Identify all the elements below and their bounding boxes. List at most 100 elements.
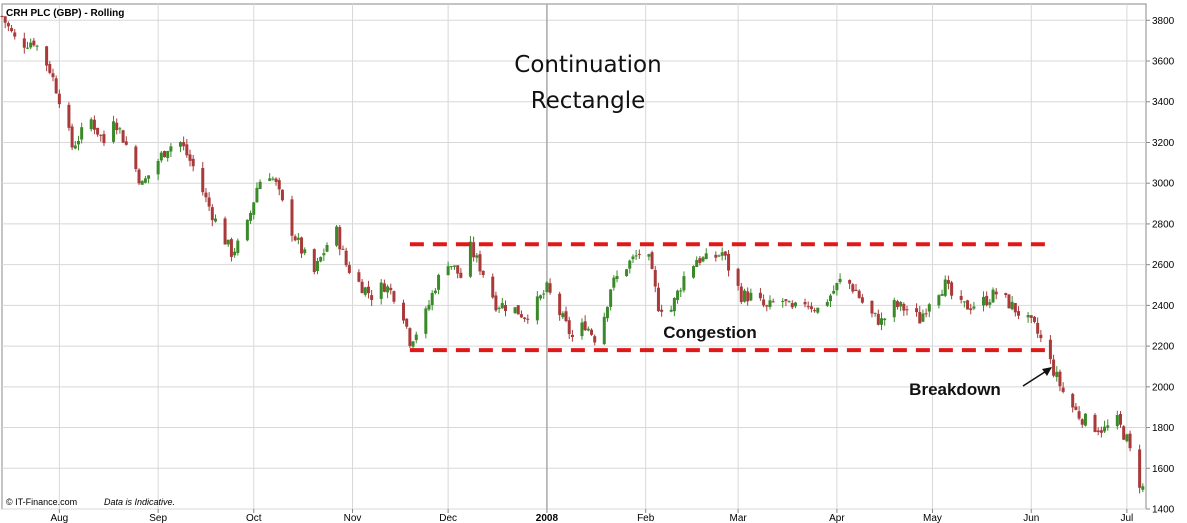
candle-body [341, 248, 345, 250]
candle-body [459, 272, 463, 278]
candle-body [48, 64, 52, 73]
candle-body [414, 334, 418, 341]
x-tick-label: Mar [729, 513, 747, 523]
candle-body [112, 121, 116, 142]
candle-body [1052, 359, 1056, 376]
breakdown-arrow-icon [1022, 367, 1052, 387]
candle-body [335, 226, 339, 246]
candle-body [315, 261, 319, 271]
candle-body [682, 276, 686, 291]
candle-body [580, 322, 584, 337]
candle-body [124, 141, 128, 145]
candle-body [940, 294, 944, 296]
candle-body [402, 302, 406, 321]
candle-body [433, 290, 437, 294]
candle-body [271, 178, 275, 180]
x-axis: Aug Sep Oct Nov Dec 2008 Feb Mar Apr May Jun Jul [50, 509, 1133, 523]
candle-body [548, 283, 552, 293]
x-tick-label: Jul [1120, 513, 1133, 523]
candle-body [988, 302, 992, 305]
candle-body [1080, 419, 1084, 425]
candle-body [392, 291, 396, 302]
candle-body [969, 308, 973, 311]
annotation-congestion: Congestion [663, 323, 757, 342]
candle-body [959, 295, 963, 300]
candle-body [29, 42, 33, 48]
candle-body [185, 144, 189, 156]
candle-body [736, 268, 740, 286]
candle-body [67, 104, 71, 128]
candle-body [437, 274, 441, 290]
candle-body [1007, 294, 1011, 309]
candle-body [854, 289, 858, 291]
candle-body [1138, 449, 1142, 488]
x-tick-label: 2008 [536, 513, 559, 523]
candle-body [790, 303, 794, 308]
candle-body [1125, 434, 1129, 442]
candle-body [781, 300, 785, 302]
candle-body [322, 253, 326, 256]
candle-body [1115, 415, 1119, 427]
x-tick-label: Apr [829, 513, 845, 523]
candle-body [89, 119, 93, 130]
candle-body [943, 279, 947, 296]
candle-body [950, 282, 954, 296]
candle-body [545, 282, 549, 292]
candle-body [895, 301, 899, 307]
x-tick-label: May [923, 513, 942, 523]
candle-body [593, 336, 597, 343]
candle-body [1013, 303, 1017, 313]
candle-body [252, 202, 256, 215]
candle-body [54, 78, 58, 94]
candle-body [3, 16, 7, 23]
candle-body [249, 212, 253, 221]
candle-body [899, 301, 903, 307]
candle-body [918, 312, 922, 324]
y-tick-label: 2400 [1152, 301, 1175, 312]
grid [2, 4, 1146, 510]
candle-body [561, 313, 565, 318]
candle-body [762, 299, 766, 306]
candle-body [915, 308, 919, 313]
candle-body [892, 300, 896, 318]
candle-body [695, 259, 699, 268]
candle-body [1004, 293, 1008, 295]
candle-body [268, 178, 272, 181]
candle-body [994, 291, 998, 295]
candle-body [902, 303, 906, 311]
candle-body [609, 289, 613, 307]
candle-body [519, 314, 523, 318]
x-tick-label: Aug [50, 513, 68, 523]
candle-body [32, 40, 36, 46]
candle-body [201, 167, 205, 193]
candle-body [226, 239, 230, 245]
candle-body [1141, 486, 1145, 490]
candle-body [1122, 426, 1126, 440]
candle-body [749, 292, 753, 301]
candle-body [1119, 413, 1123, 425]
candle-body [672, 297, 676, 312]
candle-body [905, 309, 909, 311]
candle-body [236, 240, 240, 253]
candle-body [832, 290, 836, 294]
candle-body [586, 328, 590, 331]
candle-body [1026, 315, 1030, 318]
x-tick-label: Nov [344, 513, 362, 523]
candle-body [207, 197, 211, 207]
candle-body [1048, 339, 1052, 360]
y-tick-label: 1800 [1152, 423, 1175, 434]
candle-body [526, 318, 530, 320]
candle-body [245, 219, 249, 241]
candle-body [475, 255, 479, 258]
candle-body [567, 320, 571, 335]
candle-body [876, 313, 880, 325]
candle-body [115, 122, 119, 131]
candle-body [1032, 316, 1036, 322]
candle-body [430, 293, 434, 306]
x-tick-label: Dec [439, 513, 457, 523]
candle-body [1099, 430, 1103, 433]
candle-body [140, 181, 144, 185]
candle-body [389, 287, 393, 291]
candle-body [6, 23, 10, 27]
candle-body [803, 302, 807, 305]
